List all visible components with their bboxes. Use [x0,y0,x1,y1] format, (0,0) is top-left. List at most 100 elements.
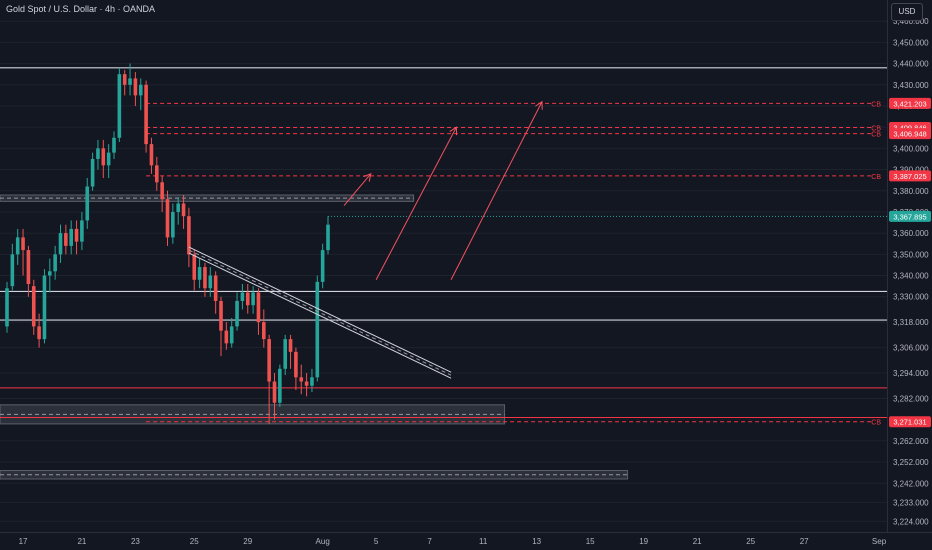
time-tick-label: 27 [800,537,809,546]
price-tick-label: 3,252.000 [893,458,929,467]
time-tick-label: 5 [374,537,379,546]
symbol-title[interactable]: Gold Spot / U.S. Dollar · 4h · OANDA [6,4,156,14]
time-tick-label: 15 [586,537,595,546]
trendline-channel [188,252,452,379]
cb-tag: CB [871,132,881,139]
candle-up [320,250,325,282]
cb-tag: CB [871,420,881,427]
candle-down [133,78,138,96]
cb-tag: CB [871,101,881,108]
trendline-channel [188,246,452,373]
price-tick-label: 3,318.000 [893,318,929,327]
time-tick-label: 13 [532,537,541,546]
candle-up [80,220,84,242]
candle-up [42,275,47,340]
candle-down [37,326,41,340]
candle-up [5,288,9,327]
candle-down [74,228,79,242]
level-badge-label: 3,271.031 [893,418,926,427]
zones [0,194,629,480]
candle-down [26,250,31,285]
candle-up [106,152,111,166]
candle-down [187,216,191,255]
zone-box [0,470,629,480]
price-tick-label: 3,460.000 [893,17,929,26]
candle-down [299,377,304,382]
time-tick-label: 21 [693,537,702,546]
time-tick-label: Aug [316,537,330,546]
candle-down [165,199,170,238]
candle-up [278,368,282,403]
price-tick-label: 3,242.000 [893,479,929,488]
time-tick-label: 25 [190,537,199,546]
level-badge-label: 3,406.948 [893,130,926,139]
candle-up [171,211,175,238]
price-tick-label: 3,390.000 [893,166,929,175]
time-tick-label: 17 [19,537,28,546]
projection-arrow [375,126,457,281]
time-axis[interactable]: 17 21 23 25 29 Aug 5 7 11 13 15 19 21 25 27 Sep [19,537,887,546]
candle-down [219,300,223,331]
candle-up [10,254,15,287]
candle-down [31,286,36,327]
candle-up [96,148,100,159]
price-tick-label: 3,430.000 [893,81,929,90]
time-tick-label: 25 [746,537,755,546]
candle-up [310,377,314,386]
level-badge [889,97,931,109]
candle-up [58,233,63,255]
candle-down [267,339,271,382]
level-badge [889,170,931,182]
candle-up [117,74,122,138]
candle-down [203,267,207,289]
price-tick-label: 3,262.000 [893,437,929,446]
price-tick-label: 3,330.000 [893,293,929,302]
currency-button[interactable]: USD [891,3,923,21]
price-tick-label: 3,380.000 [893,187,929,196]
cb-tag: CB [871,125,881,132]
candle-up [229,326,234,344]
candle-up [69,228,73,246]
candle-down [304,381,309,386]
candle-up [208,275,213,289]
cb-tag: CB [871,174,881,181]
candle-down [213,275,218,301]
candle-up [176,203,180,212]
candle-down [144,84,148,145]
level-badge-label: 3,421.203 [893,99,926,108]
candle-down [245,292,250,306]
time-tick-label: 19 [639,537,648,546]
candle-up [53,254,57,272]
candle-down [181,203,186,217]
candle-up [326,224,330,251]
level-badge [889,416,931,428]
time-tick-label: 29 [243,537,252,546]
candle-up [48,271,52,276]
candle-down [21,237,25,251]
candle-down [294,351,298,378]
candle-up [90,158,95,187]
price-tick-label: 3,400.000 [893,144,929,153]
candle-up [315,281,320,378]
drawings [188,100,543,379]
level-badge-label: 3,409.846 [893,123,926,132]
projection-arrow [450,101,543,281]
candle-down [272,381,277,403]
projection-arrow [343,173,372,206]
arrow-head [363,173,372,182]
time-tick-label: Sep [872,537,887,546]
time-tick-label: 21 [77,537,86,546]
price-tick-label: 3,224.000 [893,517,929,526]
arrow-head [535,100,543,110]
candle-up [251,292,255,306]
time-tick-label: 11 [479,537,488,546]
level-badge [889,128,931,140]
price-tick-label: 3,233.000 [893,498,929,507]
price-tick-label: 3,450.000 [893,38,929,47]
candle-up [138,84,143,96]
candle-up [128,78,132,85]
candle-down [288,339,293,352]
candle-up [85,186,90,221]
candle-down [262,322,266,340]
